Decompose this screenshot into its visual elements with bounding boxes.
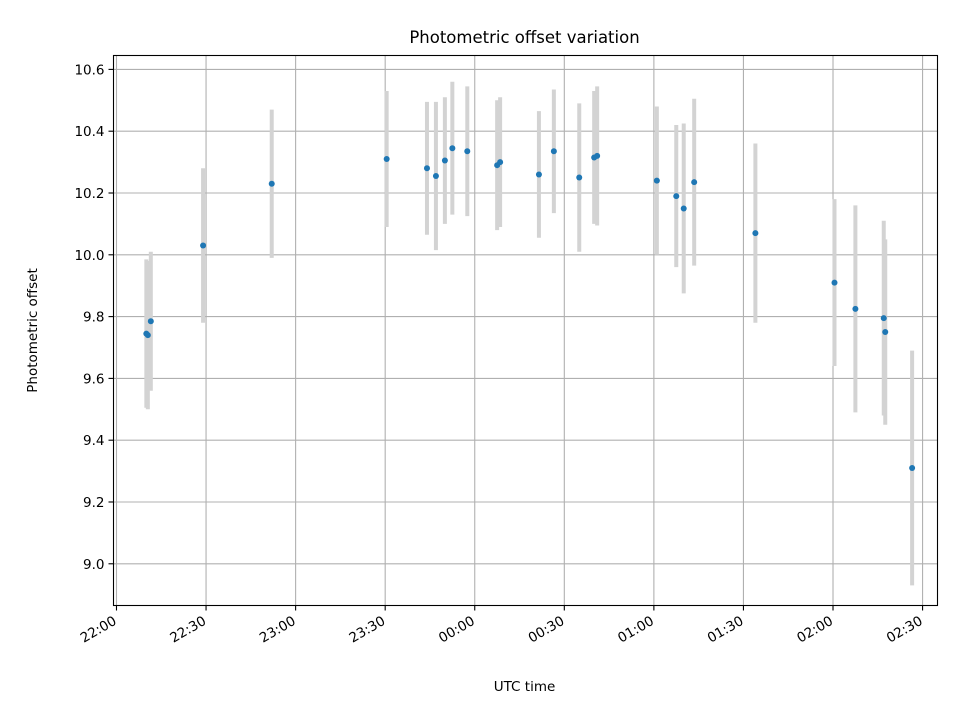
y-tick-label: 9.8 [83, 310, 104, 326]
data-point [653, 177, 660, 184]
data-point [441, 157, 448, 164]
y-tick-label: 9.0 [83, 557, 104, 573]
x-tick-label: 22:00 [78, 613, 120, 646]
data-point [909, 465, 916, 471]
x-tick-label: 01:30 [705, 613, 747, 646]
x-axis: 22:00 22:30 23:00 23:30 00:00 00:30 01:00 01:30… [78, 605, 926, 646]
y-tick-label: 9.4 [83, 433, 104, 449]
x-tick-label: 02:30 [884, 613, 926, 646]
x-tick-label: 23:00 [257, 613, 299, 646]
y-axis-label: Photometric offset [25, 268, 41, 392]
data-point [147, 318, 154, 325]
data-point [752, 230, 759, 237]
data-point [449, 145, 456, 152]
x-tick-label: 02:00 [794, 613, 836, 646]
data-point [535, 171, 542, 178]
data-point [594, 152, 601, 159]
data-point [268, 180, 275, 187]
x-tick-label: 23:30 [346, 613, 388, 646]
data-point [144, 332, 151, 339]
data-point [464, 148, 471, 155]
y-axis: 9.0 9.2 9.4 9.6 9.8 10.0 10.2 10.4 10.6 [74, 62, 114, 573]
data-point [680, 205, 687, 212]
data-point [497, 159, 504, 166]
data-point [550, 148, 557, 155]
data-point [882, 329, 889, 336]
y-tick-label: 10.4 [74, 124, 104, 140]
y-tick-label: 10.2 [74, 186, 104, 202]
plot-area [112, 54, 939, 607]
y-tick-label: 10.0 [74, 248, 104, 264]
data-point [423, 165, 430, 172]
data-point [673, 193, 680, 200]
y-tick-label: 10.6 [74, 62, 104, 78]
data-point [831, 279, 838, 286]
x-tick-label: 00:30 [526, 613, 568, 646]
chart-title: Photometric offset variation [409, 28, 639, 47]
data-point [691, 179, 698, 186]
data-point [576, 174, 583, 181]
data-point [880, 315, 887, 322]
x-tick-label: 01:00 [615, 613, 657, 646]
data-points [143, 145, 916, 471]
error-bars [144, 81, 915, 586]
data-point [432, 173, 439, 180]
y-tick-label: 9.6 [83, 371, 104, 387]
data-point [200, 242, 207, 249]
grid [113, 55, 938, 606]
x-axis-label: UTC time [494, 679, 556, 695]
x-tick-label: 00:00 [436, 613, 478, 646]
x-tick-label: 22:30 [167, 613, 209, 646]
data-point [383, 156, 390, 163]
y-tick-label: 9.2 [83, 495, 104, 511]
data-point [852, 305, 859, 312]
